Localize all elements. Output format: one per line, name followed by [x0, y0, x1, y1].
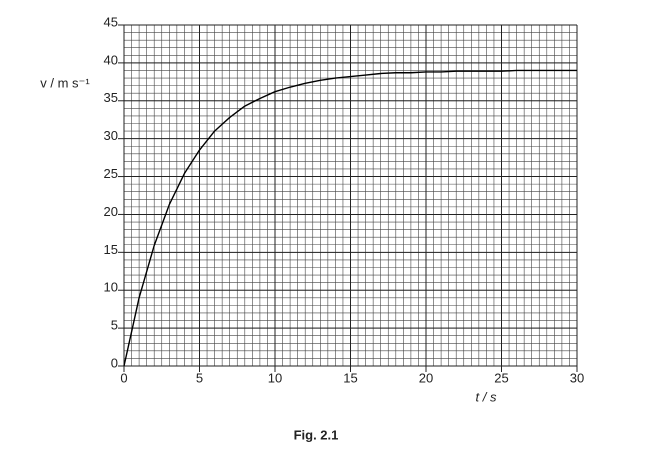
y-tick-label: 5	[111, 318, 118, 333]
x-tick-label: 0	[120, 370, 127, 385]
y-tick-label: 10	[104, 280, 118, 295]
y-tick-label: 35	[104, 90, 118, 105]
y-tick-label: 15	[104, 242, 118, 257]
x-tick-label: 30	[570, 370, 584, 385]
x-axis-label: t / s	[476, 389, 497, 404]
y-tick-label: 0	[111, 355, 118, 370]
y-tick-label: 30	[104, 128, 118, 143]
x-tick-label: 5	[196, 370, 203, 385]
x-tick-label: 25	[494, 370, 508, 385]
y-axis-label: v / m s⁻¹	[40, 75, 90, 90]
x-tick-label: 10	[268, 370, 282, 385]
x-tick-label: 15	[343, 370, 357, 385]
data-line	[123, 69, 577, 367]
x-tick-label: 20	[419, 370, 433, 385]
y-tick-label: 25	[104, 166, 118, 181]
y-tick-label: 40	[104, 52, 118, 67]
y-tick-label: 45	[104, 14, 118, 29]
chart-title: Fig. 2.1	[294, 427, 339, 442]
y-tick-label: 20	[104, 204, 118, 219]
